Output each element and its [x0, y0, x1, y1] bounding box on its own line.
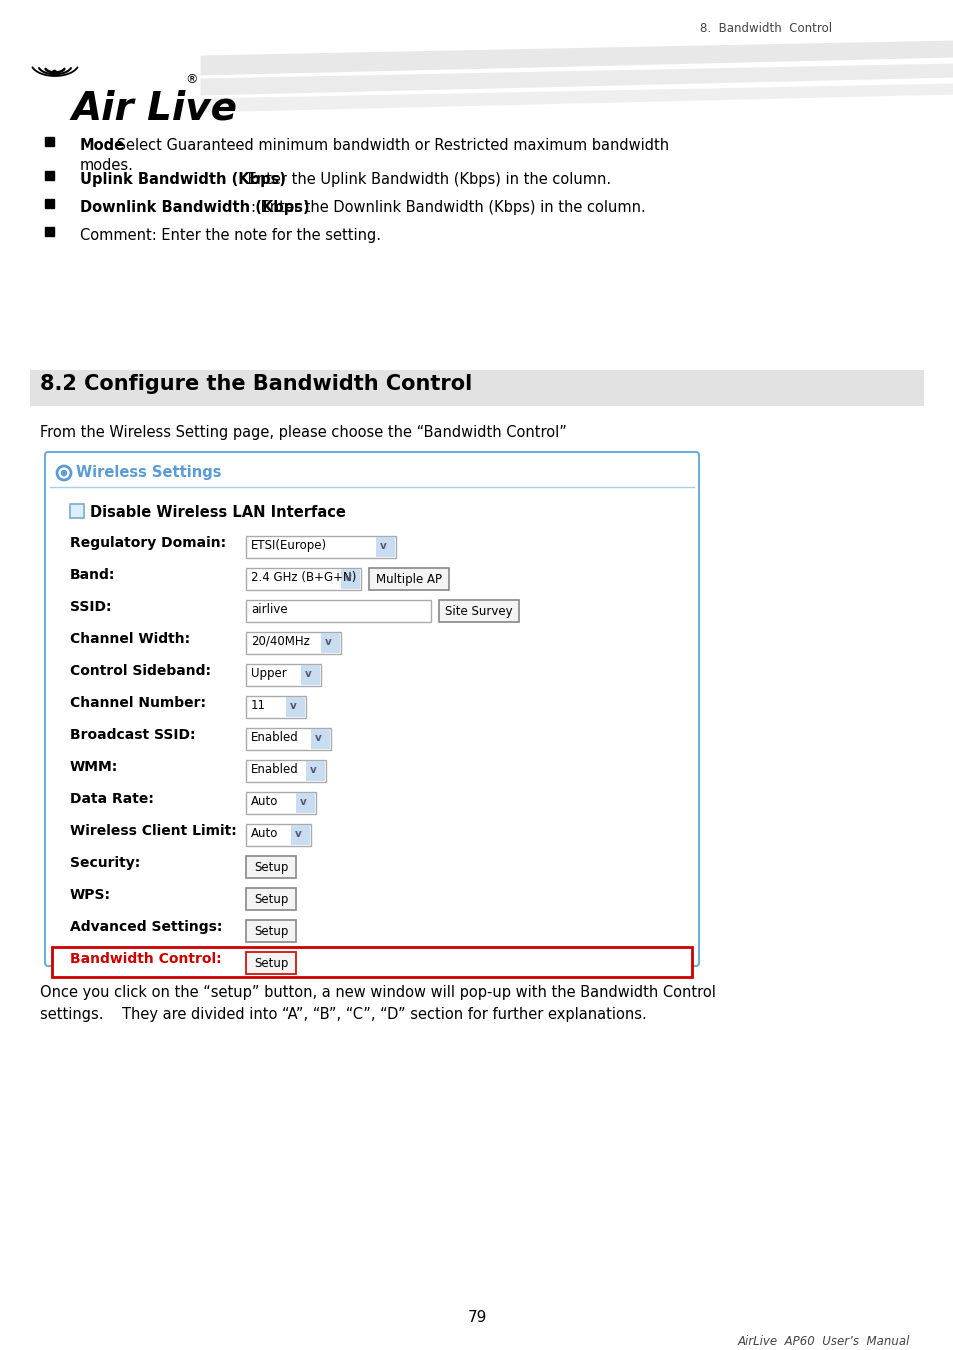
Text: 8.2 Configure the Bandwidth Control: 8.2 Configure the Bandwidth Control	[40, 374, 472, 394]
Bar	[340, 568, 359, 589]
Text: Setup: Setup	[253, 892, 288, 906]
Text: Bandwidth Control:: Bandwidth Control:	[70, 952, 221, 967]
Text: Band:: Band:	[70, 568, 115, 582]
Bar	[246, 632, 340, 653]
Bar	[301, 666, 319, 684]
Bar	[246, 568, 360, 590]
Text: Downlink Bandwidth (Kbps): Downlink Bandwidth (Kbps)	[80, 200, 310, 215]
Text: Auto: Auto	[251, 795, 278, 809]
FancyBboxPatch shape	[45, 452, 699, 967]
Bar	[45, 136, 54, 146]
Bar	[320, 633, 339, 653]
Bar	[291, 825, 310, 845]
Text: 2.4 GHz (B+G+N): 2.4 GHz (B+G+N)	[251, 571, 356, 585]
Bar	[246, 919, 295, 942]
Text: Channel Width:: Channel Width:	[70, 632, 190, 647]
Bar	[311, 729, 330, 749]
Text: Broadcast SSID:: Broadcast SSID:	[70, 728, 195, 743]
Text: Advanced Settings:: Advanced Settings:	[70, 919, 222, 934]
Text: v: v	[310, 765, 316, 775]
Bar	[30, 370, 923, 406]
Text: v: v	[290, 701, 296, 711]
Text: 8.  Bandwidth  Control: 8. Bandwidth Control	[700, 22, 831, 35]
Text: Multiple AP: Multiple AP	[375, 572, 441, 586]
Text: Setup: Setup	[253, 925, 288, 937]
Bar	[246, 697, 306, 718]
Text: Auto: Auto	[251, 828, 278, 840]
Bar	[438, 599, 518, 622]
Text: AirLive  AP60  User’s  Manual: AirLive AP60 User’s Manual	[737, 1335, 909, 1349]
Circle shape	[61, 471, 67, 475]
Text: Channel Number:: Channel Number:	[70, 697, 206, 710]
Bar	[286, 697, 305, 717]
Text: Wireless Settings: Wireless Settings	[76, 464, 221, 481]
Bar	[70, 504, 84, 518]
Bar	[45, 227, 54, 236]
Text: Site Survey: Site Survey	[445, 605, 513, 617]
Bar	[246, 952, 295, 973]
Bar	[246, 599, 431, 622]
Text: Enabled: Enabled	[251, 730, 298, 744]
Bar	[246, 792, 315, 814]
Text: airlive: airlive	[251, 603, 287, 616]
Text: 20/40MHz: 20/40MHz	[251, 634, 310, 648]
Bar	[306, 761, 325, 782]
Text: v: v	[314, 733, 321, 743]
Text: Control Sideband:: Control Sideband:	[70, 664, 211, 678]
Bar	[369, 568, 449, 590]
Bar	[45, 198, 54, 208]
Text: v: v	[345, 572, 352, 583]
Text: WMM:: WMM:	[70, 760, 118, 774]
Bar	[246, 856, 295, 878]
Text: Enabled: Enabled	[251, 763, 298, 776]
Bar	[246, 760, 326, 782]
Text: v: v	[379, 541, 386, 551]
Text: ®: ®	[185, 73, 197, 86]
Text: SSID:: SSID:	[70, 599, 112, 614]
Text: WPS:: WPS:	[70, 888, 111, 902]
Text: Upper: Upper	[251, 667, 287, 680]
Text: ETSI(Europe): ETSI(Europe)	[251, 539, 327, 552]
Text: 11: 11	[251, 699, 266, 711]
Text: Regulatory Domain:: Regulatory Domain:	[70, 536, 226, 549]
Bar	[246, 888, 295, 910]
Text: v: v	[325, 637, 332, 647]
Text: Air Live: Air Live	[71, 90, 237, 128]
Bar	[45, 171, 54, 180]
Bar	[295, 792, 314, 813]
Text: modes.: modes.	[80, 158, 133, 173]
Text: Data Rate:: Data Rate:	[70, 792, 153, 806]
Text: settings.    They are divided into “A”, “B”, “C”, “D” section for further explan: settings. They are divided into “A”, “B”…	[40, 1007, 646, 1022]
Bar	[246, 664, 320, 686]
Text: : Select Guaranteed minimum bandwidth or Restricted maximum bandwidth: : Select Guaranteed minimum bandwidth or…	[108, 138, 669, 153]
Text: Setup: Setup	[253, 860, 288, 873]
Bar	[246, 536, 395, 558]
Bar	[52, 946, 691, 977]
Text: Wireless Client Limit:: Wireless Client Limit:	[70, 824, 236, 838]
Text: 79: 79	[467, 1310, 486, 1324]
Text: v: v	[299, 796, 307, 807]
Text: Mode: Mode	[80, 138, 125, 153]
Text: Comment: Enter the note for the setting.: Comment: Enter the note for the setting.	[80, 228, 380, 243]
Text: : Enter the Downlink Bandwidth (Kbps) in the column.: : Enter the Downlink Bandwidth (Kbps) in…	[251, 200, 645, 215]
Text: Uplink Bandwidth (Kbps): Uplink Bandwidth (Kbps)	[80, 171, 286, 188]
Text: Setup: Setup	[253, 957, 288, 969]
Text: v: v	[305, 670, 312, 679]
Bar	[246, 728, 331, 751]
Bar	[246, 824, 311, 846]
Text: From the Wireless Setting page, please choose the “Bandwidth Control”: From the Wireless Setting page, please c…	[40, 425, 566, 440]
Text: Disable Wireless LAN Interface: Disable Wireless LAN Interface	[90, 505, 346, 520]
Text: Security:: Security:	[70, 856, 140, 869]
Text: : Enter the Uplink Bandwidth (Kbps) in the column.: : Enter the Uplink Bandwidth (Kbps) in t…	[237, 171, 610, 188]
Text: v: v	[294, 829, 301, 838]
Bar	[375, 537, 395, 558]
Text: Once you click on the “setup” button, a new window will pop-up with the Bandwidt: Once you click on the “setup” button, a …	[40, 986, 715, 1000]
